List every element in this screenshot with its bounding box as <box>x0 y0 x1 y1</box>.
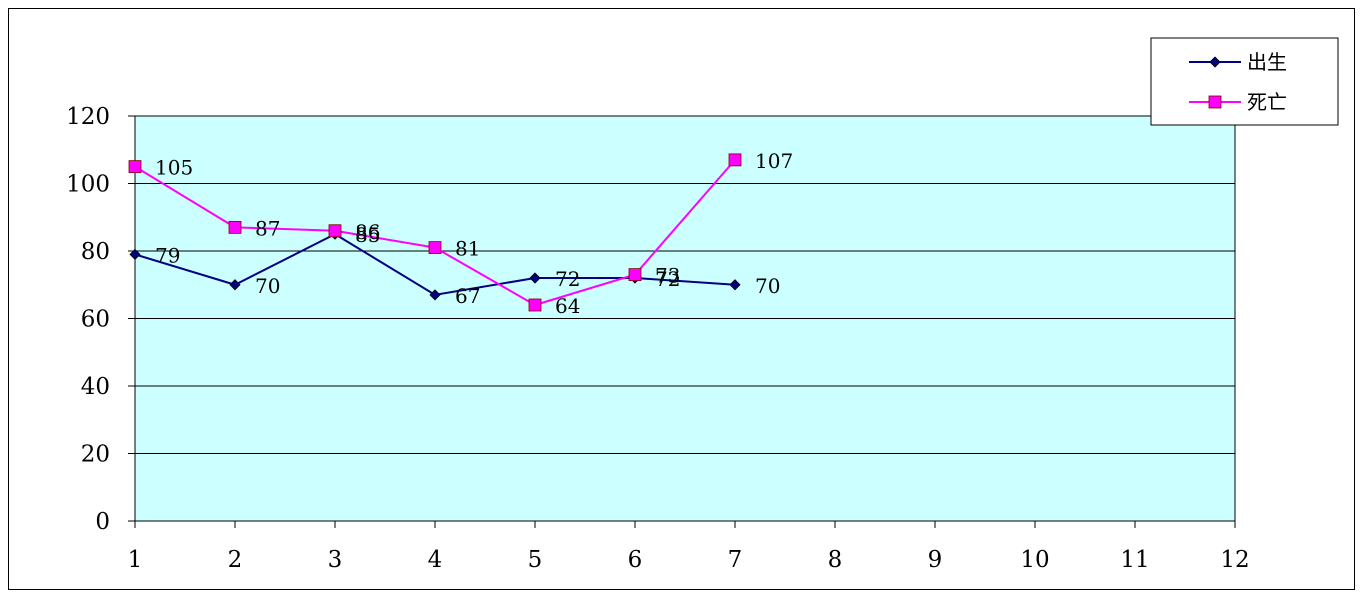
y-tick-label: 60 <box>81 307 110 333</box>
series-birth-label: 70 <box>755 274 780 298</box>
x-tick-label: 10 <box>1020 547 1049 573</box>
x-tick-label: 12 <box>1220 547 1249 573</box>
series-birth-point <box>229 279 241 291</box>
series-death-label: 86 <box>355 220 380 244</box>
series-birth-point <box>129 248 141 260</box>
y-tick-label: 40 <box>81 374 110 400</box>
x-tick-label: 5 <box>528 547 543 573</box>
series-death-label: 73 <box>655 264 680 288</box>
series-death-point <box>728 153 742 167</box>
y-tick-label: 20 <box>81 442 110 468</box>
x-tick-label: 1 <box>128 547 143 573</box>
series-birth-point <box>729 279 741 291</box>
series-death-label: 81 <box>455 237 480 261</box>
series-birth-point <box>529 272 541 284</box>
x-tick-label: 11 <box>1120 547 1149 573</box>
legend-label: 死亡 <box>1247 90 1287 114</box>
series-birth-label: 70 <box>255 274 280 298</box>
series-death-point <box>328 224 342 238</box>
series-birth-point <box>429 289 441 301</box>
series-birth-label: 79 <box>155 243 180 267</box>
legend-label: 出生 <box>1247 50 1287 74</box>
data-labels: 79 70 85 67 72 72 70 105 87 86 81 64 73 107 <box>155 149 793 318</box>
series-birth-point <box>1209 56 1221 68</box>
series-death-label: 105 <box>155 156 193 180</box>
gridlines <box>135 183 1235 454</box>
series-birth-label: 85 <box>355 223 380 247</box>
legend-box <box>1150 37 1339 126</box>
series-death-point <box>528 298 542 312</box>
series-death-point <box>628 268 642 282</box>
series-birth-label: 72 <box>555 267 580 291</box>
y-tick-label: 100 <box>66 172 110 198</box>
y-tick-label: 120 <box>66 104 110 130</box>
x-tick-label: 4 <box>428 547 443 573</box>
y-tick-label: 80 <box>81 239 110 265</box>
x-tick-label: 8 <box>828 547 843 573</box>
series-death-point <box>128 160 142 174</box>
series-death-point <box>428 241 442 255</box>
x-tick-label: 6 <box>628 547 643 573</box>
series-death-label: 87 <box>255 216 280 240</box>
series-death-label: 107 <box>755 149 793 173</box>
x-tick-label: 2 <box>228 547 243 573</box>
series-layer <box>128 153 742 312</box>
x-tick-label: 7 <box>728 547 743 573</box>
series-birth-label: 67 <box>455 284 480 308</box>
series-death-point <box>1208 95 1222 109</box>
y-tick-label: 0 <box>95 509 110 535</box>
series-death-label: 64 <box>555 294 580 318</box>
x-tick-label: 3 <box>328 547 343 573</box>
series-death-point <box>228 220 242 234</box>
x-tick-label: 9 <box>928 547 943 573</box>
series-birth-label: 72 <box>655 267 680 291</box>
